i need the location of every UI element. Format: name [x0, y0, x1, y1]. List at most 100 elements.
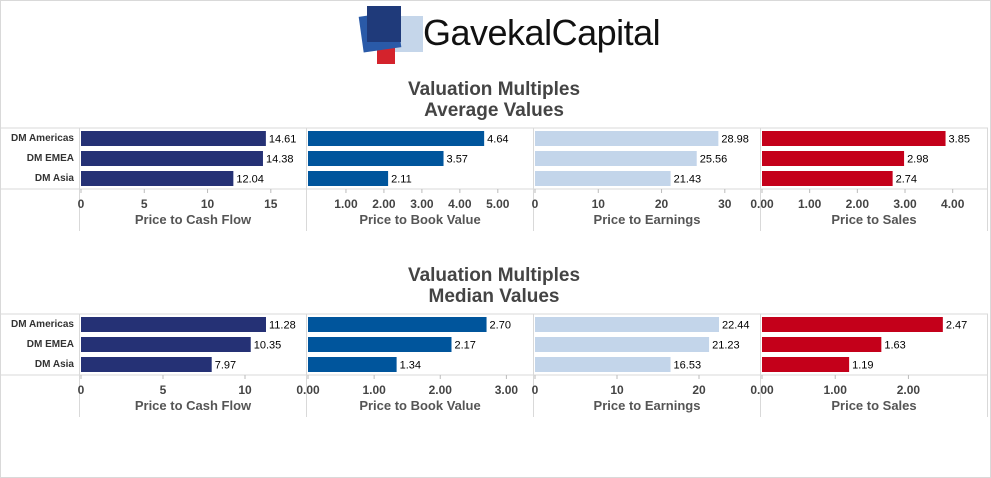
value-label: 2.98: [907, 154, 928, 166]
sales-bar: [762, 317, 943, 332]
gavekal-capital-logo: GavekalCapital: [357, 4, 661, 66]
value-label: 28.98: [721, 134, 749, 146]
tick-label: 20: [655, 197, 669, 211]
chart-subtitle-line2: Median Values: [428, 286, 560, 307]
value-label: 22.44: [722, 320, 750, 332]
value-label: 2.70: [490, 320, 511, 332]
chart-title-line1: Valuation Multiples: [407, 265, 581, 286]
logo-word-capital: Capital: [551, 12, 661, 53]
cash-flow-axis-title: Price to Cash Flow: [135, 212, 252, 227]
logo-mark-icon: [358, 6, 423, 64]
sales-bar: [762, 131, 946, 146]
tick-label: 3.00: [495, 383, 519, 397]
cash-flow-axis-title: Price to Cash Flow: [135, 398, 252, 413]
category-label: DM EMEA: [27, 153, 74, 164]
tick-label: 1.00: [334, 197, 358, 211]
value-label: 4.64: [487, 134, 508, 146]
value-label: 3.85: [949, 134, 970, 146]
tick-label: 0: [78, 383, 85, 397]
sales-axis-title: Price to Sales: [831, 212, 916, 227]
earnings-bar: [535, 151, 697, 166]
tick-label: 0.00: [750, 197, 774, 211]
sales-bar: [762, 357, 850, 372]
value-label: 11.28: [269, 320, 296, 332]
logo-wordmark: GavekalCapital: [423, 10, 661, 56]
chart-subtitle-line2: Average Values: [424, 100, 564, 121]
sales-bar: [762, 337, 882, 352]
tick-label: 3.00: [410, 197, 434, 211]
tick-label: 0: [532, 197, 539, 211]
cash-flow-bar: [81, 131, 266, 146]
value-label: 3.57: [447, 154, 468, 166]
value-label: 1.34: [400, 360, 421, 372]
value-label: 7.97: [215, 360, 236, 372]
chart-title-median: Valuation Multiples Median Values: [0, 265, 988, 307]
cash-flow-bar: [81, 317, 266, 332]
category-label: DM EMEA: [27, 339, 74, 350]
tick-label: 30: [718, 197, 732, 211]
value-label: 25.56: [700, 154, 728, 166]
tick-label: 10: [592, 197, 606, 211]
chart-title-average: Valuation Multiples Average Values: [0, 79, 988, 121]
cash-flow-bar: [81, 151, 263, 166]
tick-label: 0: [78, 197, 85, 211]
value-label: 2.47: [946, 320, 967, 332]
book-value-bar: [308, 171, 389, 186]
tick-label: 2.00: [429, 383, 453, 397]
tick-label: 0: [532, 383, 539, 397]
earnings-bar: [535, 337, 710, 352]
earnings-axis-title: Price to Earnings: [594, 398, 701, 413]
category-label: DM Asia: [35, 359, 75, 370]
tick-label: 15: [264, 197, 278, 211]
tick-label: 5: [160, 383, 167, 397]
earnings-bar: [535, 317, 720, 332]
value-label: 12.04: [236, 174, 264, 186]
tick-label: 5.00: [486, 197, 510, 211]
value-label: 14.61: [269, 134, 297, 146]
value-label: 1.63: [884, 340, 905, 352]
tick-label: 10: [238, 383, 252, 397]
book-value-axis-title: Price to Book Value: [359, 212, 480, 227]
earnings-bar: [535, 171, 671, 186]
value-label: 16.53: [674, 360, 702, 372]
sales-bar: [762, 151, 905, 166]
tick-label: 5: [141, 197, 148, 211]
tick-label: 4.00: [448, 197, 472, 211]
tick-label: 4.00: [941, 197, 965, 211]
book-value-bar: [308, 151, 444, 166]
category-label: DM Americas: [11, 133, 74, 144]
category-label: DM Asia: [35, 173, 75, 184]
value-label: 21.43: [674, 174, 702, 186]
earnings-axis-title: Price to Earnings: [594, 212, 701, 227]
cash-flow-bar: [81, 337, 251, 352]
cash-flow-bar: [81, 171, 234, 186]
tick-label: 0.00: [296, 383, 320, 397]
tick-label: 20: [692, 383, 706, 397]
book-value-bar: [308, 131, 485, 146]
value-label: 10.35: [254, 340, 282, 352]
tick-label: 0.00: [750, 383, 774, 397]
book-value-axis-title: Price to Book Value: [359, 398, 480, 413]
tick-label: 2.00: [372, 197, 396, 211]
book-value-bar: [308, 337, 452, 352]
earnings-bar: [535, 357, 671, 372]
tick-label: 1.00: [824, 383, 848, 397]
category-label: DM Americas: [11, 319, 74, 330]
tick-label: 3.00: [893, 197, 917, 211]
value-label: 2.17: [455, 340, 476, 352]
sales-bar: [762, 171, 893, 186]
tick-label: 10: [201, 197, 215, 211]
earnings-bar: [535, 131, 719, 146]
tick-label: 10: [610, 383, 624, 397]
cash-flow-bar: [81, 357, 212, 372]
tick-label: 1.00: [362, 383, 386, 397]
logo-word-gavekal: Gavekal: [423, 12, 552, 53]
value-label: 14.38: [266, 154, 294, 166]
value-label: 2.74: [896, 174, 917, 186]
value-label: 21.23: [712, 340, 740, 352]
tick-label: 1.00: [798, 197, 822, 211]
tick-label: 2.00: [897, 383, 921, 397]
tick-label: 2.00: [846, 197, 870, 211]
chart-title-line1: Valuation Multiples: [407, 79, 581, 100]
